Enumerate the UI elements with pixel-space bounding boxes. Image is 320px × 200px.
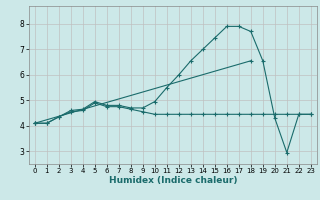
- X-axis label: Humidex (Indice chaleur): Humidex (Indice chaleur): [108, 176, 237, 185]
